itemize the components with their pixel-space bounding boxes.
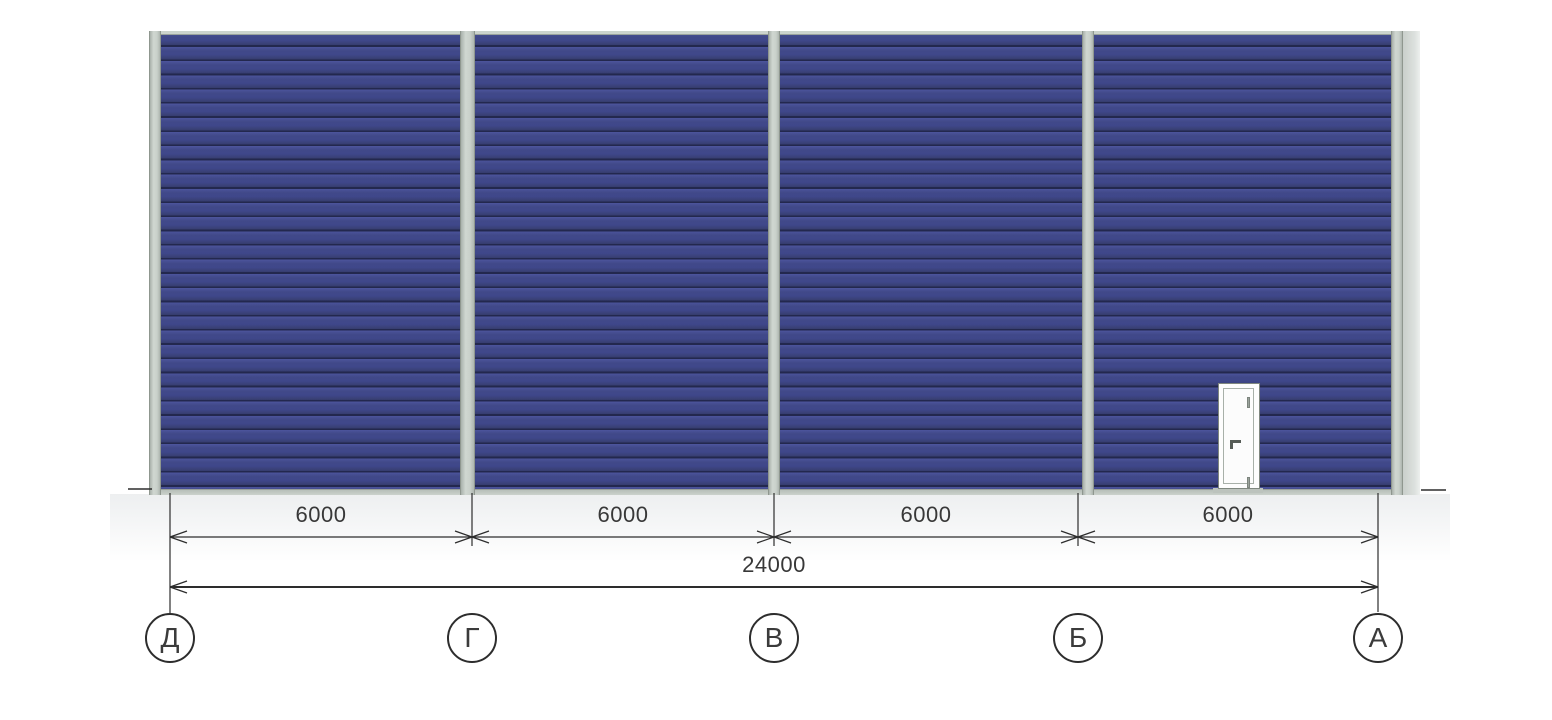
door-hinge-bottom-icon	[1247, 477, 1250, 488]
door-leaf	[1223, 388, 1254, 488]
axis-bubble-v: В	[749, 613, 799, 663]
axis-bubble-a: А	[1353, 613, 1403, 663]
column-axis-b	[1082, 31, 1094, 495]
axis-bubble-b: Б	[1053, 613, 1103, 663]
axis-bubble-d: Д	[145, 613, 195, 663]
door-hinge-top-icon	[1247, 397, 1250, 408]
total-dimension-line	[169, 580, 1379, 594]
door-handle-icon	[1230, 440, 1241, 449]
column-axis-a	[1391, 31, 1403, 495]
column-axis-d	[149, 31, 161, 495]
wall-right-return	[1403, 31, 1420, 495]
column-axis-v	[768, 31, 780, 495]
axis-bubble-g: Г	[447, 613, 497, 663]
span-dimension-line	[169, 530, 1379, 544]
dimension-span-2: 6000	[597, 502, 649, 527]
column-axis-g	[460, 31, 475, 495]
dimension-span-4: 6000	[1202, 502, 1254, 527]
dimension-span-3: 6000	[900, 502, 952, 527]
entrance-door	[1218, 383, 1260, 489]
door-threshold	[1213, 488, 1263, 493]
dimension-span-1: 6000	[295, 502, 347, 527]
dimension-total: 24000	[742, 552, 806, 577]
